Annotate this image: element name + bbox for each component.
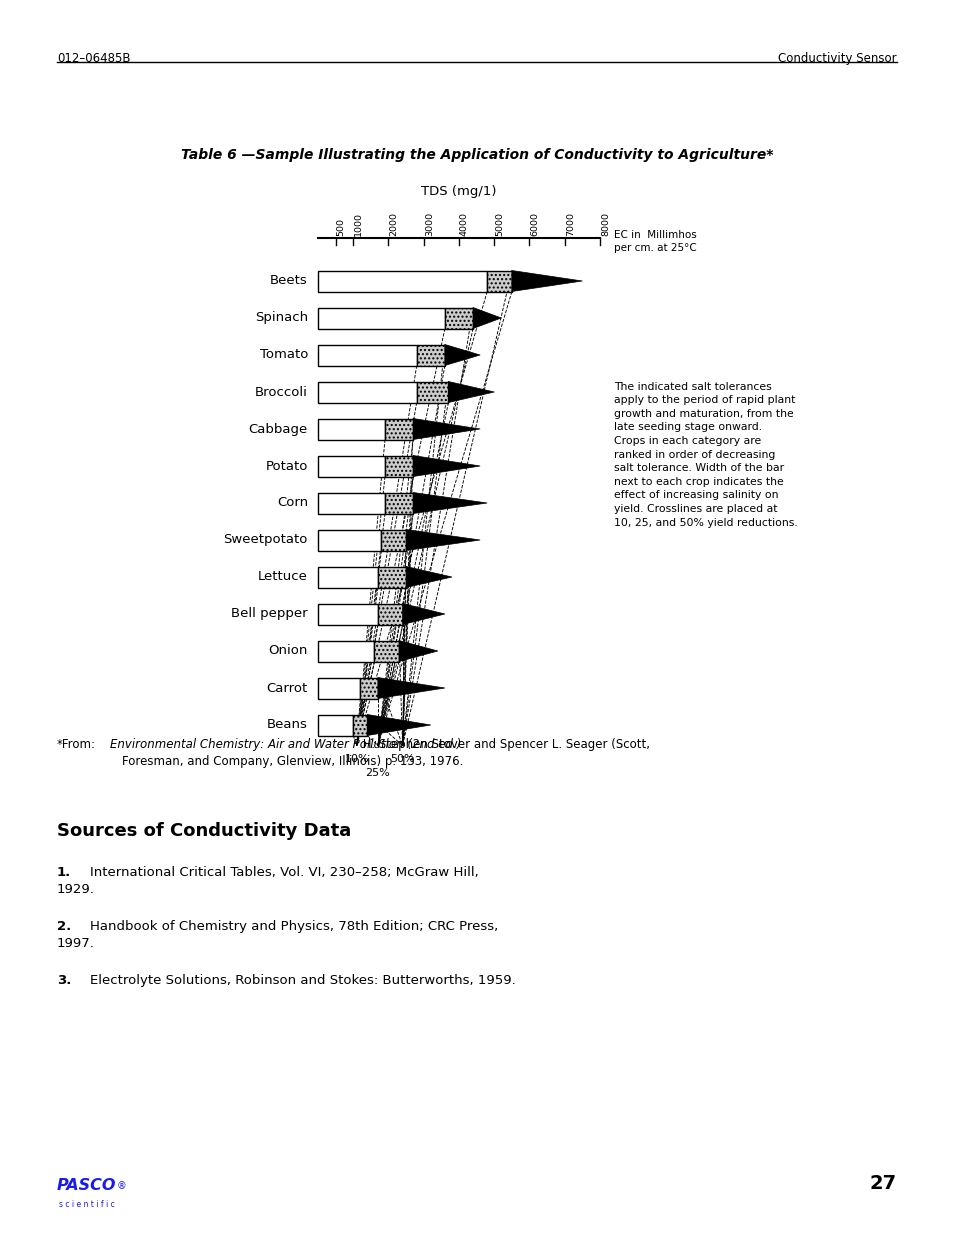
Bar — [317, 345, 416, 366]
Polygon shape — [413, 419, 479, 440]
Polygon shape — [367, 715, 431, 736]
Text: *From:: *From: — [57, 739, 96, 751]
Bar — [317, 715, 353, 736]
Bar — [381, 530, 406, 551]
Bar — [317, 456, 385, 477]
Text: Corn: Corn — [276, 496, 308, 510]
Text: Cabbage: Cabbage — [249, 422, 308, 436]
Text: H. Stephen Stover and Spencer L. Seager (Scott,: H. Stephen Stover and Spencer L. Seager … — [359, 739, 650, 751]
Bar — [317, 493, 385, 514]
Text: Bell pepper: Bell pepper — [232, 608, 308, 620]
Text: The indicated salt tolerances
apply to the period of rapid plant
growth and matu: The indicated salt tolerances apply to t… — [614, 382, 797, 527]
Text: 500: 500 — [336, 219, 345, 236]
Polygon shape — [413, 493, 487, 514]
Text: Conductivity Sensor: Conductivity Sensor — [778, 52, 896, 65]
Bar — [416, 345, 444, 366]
Bar — [360, 678, 377, 699]
Text: Handbook of Chemistry and Physics, 78th Edition; CRC Press,: Handbook of Chemistry and Physics, 78th … — [90, 920, 497, 932]
Bar — [487, 270, 512, 291]
Bar — [353, 715, 367, 736]
Text: Electrolyte Solutions, Robinson and Stokes: Butterworths, 1959.: Electrolyte Solutions, Robinson and Stok… — [90, 974, 516, 987]
Text: 10%: 10% — [344, 753, 369, 763]
Polygon shape — [377, 678, 444, 699]
Text: 1000: 1000 — [354, 212, 363, 236]
Text: Carrot: Carrot — [267, 682, 308, 694]
Bar — [317, 308, 444, 329]
Bar — [374, 641, 398, 662]
Text: 2000: 2000 — [389, 212, 398, 236]
Bar — [317, 678, 360, 699]
Bar — [317, 270, 487, 291]
Text: 25%: 25% — [365, 767, 390, 778]
Text: 5000: 5000 — [495, 212, 504, 236]
Text: Broccoli: Broccoli — [254, 385, 308, 399]
Text: Lettuce: Lettuce — [258, 571, 308, 583]
Polygon shape — [398, 641, 437, 662]
Text: 2.: 2. — [57, 920, 71, 932]
Polygon shape — [473, 308, 500, 329]
Text: Tomato: Tomato — [259, 348, 308, 362]
Text: 6000: 6000 — [530, 212, 539, 236]
Polygon shape — [413, 456, 479, 477]
Text: Onion: Onion — [269, 645, 308, 657]
Text: Sources of Conductivity Data: Sources of Conductivity Data — [57, 823, 351, 840]
Bar — [416, 382, 448, 403]
Bar — [377, 567, 406, 588]
Bar — [385, 456, 413, 477]
Text: 3000: 3000 — [424, 212, 434, 236]
Bar — [317, 382, 416, 403]
Text: EC in  Millimhos
per cm. at 25°C: EC in Millimhos per cm. at 25°C — [614, 230, 696, 253]
Polygon shape — [512, 270, 581, 291]
Text: 50%: 50% — [390, 753, 415, 763]
Text: Spinach: Spinach — [254, 311, 308, 325]
Text: 1929.: 1929. — [57, 883, 94, 897]
Text: 4000: 4000 — [459, 212, 469, 236]
Text: TDS (mg/1): TDS (mg/1) — [421, 185, 497, 198]
Bar — [385, 419, 413, 440]
Polygon shape — [448, 382, 494, 403]
Text: s c i e n t i f i c: s c i e n t i f i c — [59, 1200, 114, 1209]
Text: 3.: 3. — [57, 974, 71, 987]
Polygon shape — [406, 530, 479, 551]
Bar — [385, 493, 413, 514]
Text: 27: 27 — [869, 1174, 896, 1193]
Bar — [317, 419, 385, 440]
Text: 1.: 1. — [57, 866, 71, 879]
Text: Table 6 —Sample Illustrating the Application of Conductivity to Agriculture*: Table 6 —Sample Illustrating the Applica… — [180, 148, 773, 162]
Text: International Critical Tables, Vol. VI, 230–258; McGraw Hill,: International Critical Tables, Vol. VI, … — [90, 866, 478, 879]
Bar — [377, 604, 402, 625]
Text: Environmental Chemistry: Air and Water Pollution (2nd ed.): Environmental Chemistry: Air and Water P… — [110, 739, 461, 751]
Text: Sweetpotato: Sweetpotato — [223, 534, 308, 547]
Text: 7000: 7000 — [565, 212, 574, 236]
Bar — [444, 308, 473, 329]
Polygon shape — [402, 604, 444, 625]
Text: Beets: Beets — [270, 274, 308, 288]
Polygon shape — [444, 345, 479, 366]
Bar — [317, 641, 374, 662]
Text: ®: ® — [117, 1181, 127, 1191]
Bar — [317, 530, 381, 551]
Text: 8000: 8000 — [600, 212, 609, 236]
Text: Potato: Potato — [265, 459, 308, 473]
Bar — [317, 604, 377, 625]
Text: 012–06485B: 012–06485B — [57, 52, 131, 65]
Bar — [317, 567, 377, 588]
Text: Foresman, and Company, Glenview, Illinois) p. 133, 1976.: Foresman, and Company, Glenview, Illinoi… — [122, 755, 463, 768]
Polygon shape — [406, 567, 452, 588]
Text: 1997.: 1997. — [57, 937, 94, 950]
Text: Beans: Beans — [267, 719, 308, 731]
Text: PASCO: PASCO — [57, 1178, 116, 1193]
